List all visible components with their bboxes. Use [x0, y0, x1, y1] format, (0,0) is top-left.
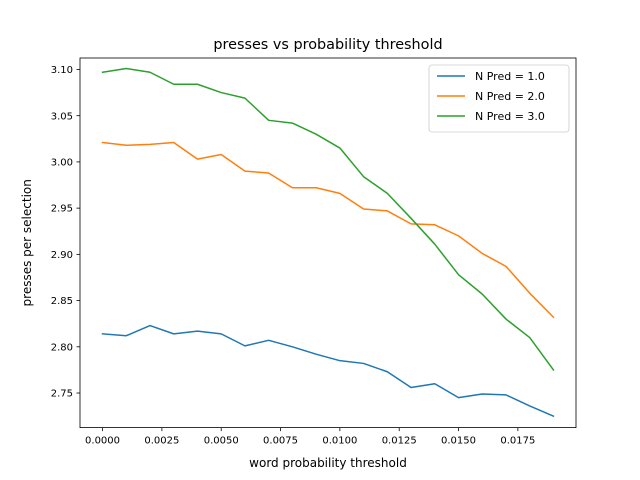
x-tick-label: 0.0175 [500, 436, 535, 447]
x-tick-label: 0.0025 [144, 436, 179, 447]
y-tick-label: 3.05 [51, 111, 73, 122]
series-line-2 [101, 141, 555, 319]
y-axis-ticks: 2.75 2.80 2.85 2.90 2.95 3.00 3.05 3.10 [51, 65, 80, 400]
x-axis-label: word probability threshold [249, 456, 407, 470]
y-tick-label: 2.95 [51, 204, 73, 215]
chart-title: presses vs probability threshold [213, 37, 442, 53]
series-line-3 [101, 67, 555, 371]
y-axis-label: presses per selection [20, 179, 34, 306]
series-layer [101, 67, 555, 418]
x-tick-label: 0.0075 [263, 436, 298, 447]
y-tick-label: 2.85 [51, 296, 73, 307]
y-tick-label: 2.80 [51, 342, 73, 353]
legend: N Pred = 1.0 N Pred = 2.0 N Pred = 3.0 [428, 64, 570, 133]
y-tick-label: 2.90 [51, 250, 73, 261]
x-tick-label: 0.0100 [322, 436, 357, 447]
legend-label-1: N Pred = 1.0 [475, 70, 545, 83]
legend-label-3: N Pred = 3.0 [475, 110, 545, 123]
x-tick-label: 0.0050 [204, 436, 239, 447]
x-tick-label: 0.0000 [85, 436, 120, 447]
series-line-1 [101, 324, 555, 418]
legend-label-2: N Pred = 2.0 [475, 90, 545, 103]
y-tick-label: 3.10 [51, 65, 73, 76]
x-tick-label: 0.0150 [441, 436, 476, 447]
y-tick-label: 3.00 [51, 158, 73, 169]
plot-frame [79, 57, 577, 429]
y-tick-label: 2.75 [51, 389, 73, 400]
x-tick-label: 0.0125 [382, 436, 417, 447]
x-axis-ticks: 0.0000 0.0025 0.0050 0.0075 0.0100 0.0125 0.01… [85, 427, 535, 447]
